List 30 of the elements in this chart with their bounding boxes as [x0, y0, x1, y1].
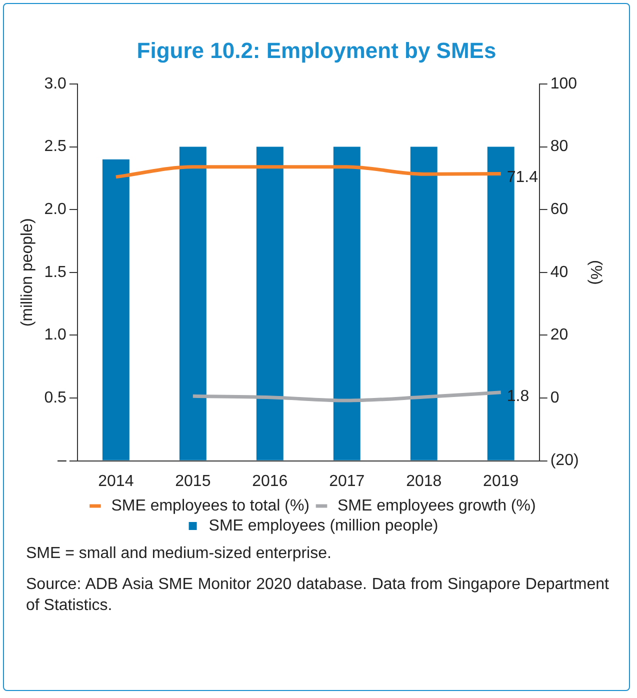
y2-tick-label: 40: [550, 264, 568, 281]
x-tick-label: 2016: [252, 472, 288, 490]
y2-tick-label: 0: [550, 389, 560, 406]
y-tick-label: –: [58, 452, 67, 470]
line-series: [191, 390, 503, 402]
legend-label: SME employees to total (%): [111, 497, 310, 514]
text: SME = small and medium-sized enterprise.: [26, 544, 332, 564]
y2-tick-label: 80: [550, 138, 568, 156]
y2-tick-label: 100: [550, 75, 578, 92]
x-tick-label: 2019: [483, 472, 519, 490]
line-series: [114, 165, 503, 179]
chart-title: Figure 10.2: Employment by SMEs: [136, 38, 498, 64]
legend-label: SME employees growth (%): [338, 497, 536, 514]
y-tick-label: 1.0: [44, 326, 67, 344]
y2-tick-label: 20: [550, 326, 568, 344]
x-tick-label: 2018: [406, 472, 442, 490]
y2-axis-title: (%): [586, 260, 604, 285]
y2-tick-label: (20): [550, 452, 579, 470]
y-tick-label: 0.5: [44, 389, 67, 406]
y-tick-label: 2.0: [44, 201, 67, 218]
y-tick-label: 3.0: [44, 75, 67, 92]
source-note: Source: ADB Asia SME Monitor 2020 database. Data from Singapore Department of Statistics.: [26, 574, 609, 616]
x-tick-label: 2017: [329, 472, 365, 490]
y-tick-label: 2.5: [44, 138, 67, 156]
legend-label: SME employees (million people): [208, 517, 438, 534]
x-tick-label: 2014: [98, 472, 134, 490]
y-axis-title: (million people): [19, 218, 36, 327]
y2-tick-label: 60: [550, 201, 568, 218]
x-tick-label: 2015: [175, 472, 211, 490]
y-tick-label: 1.5: [44, 264, 67, 281]
